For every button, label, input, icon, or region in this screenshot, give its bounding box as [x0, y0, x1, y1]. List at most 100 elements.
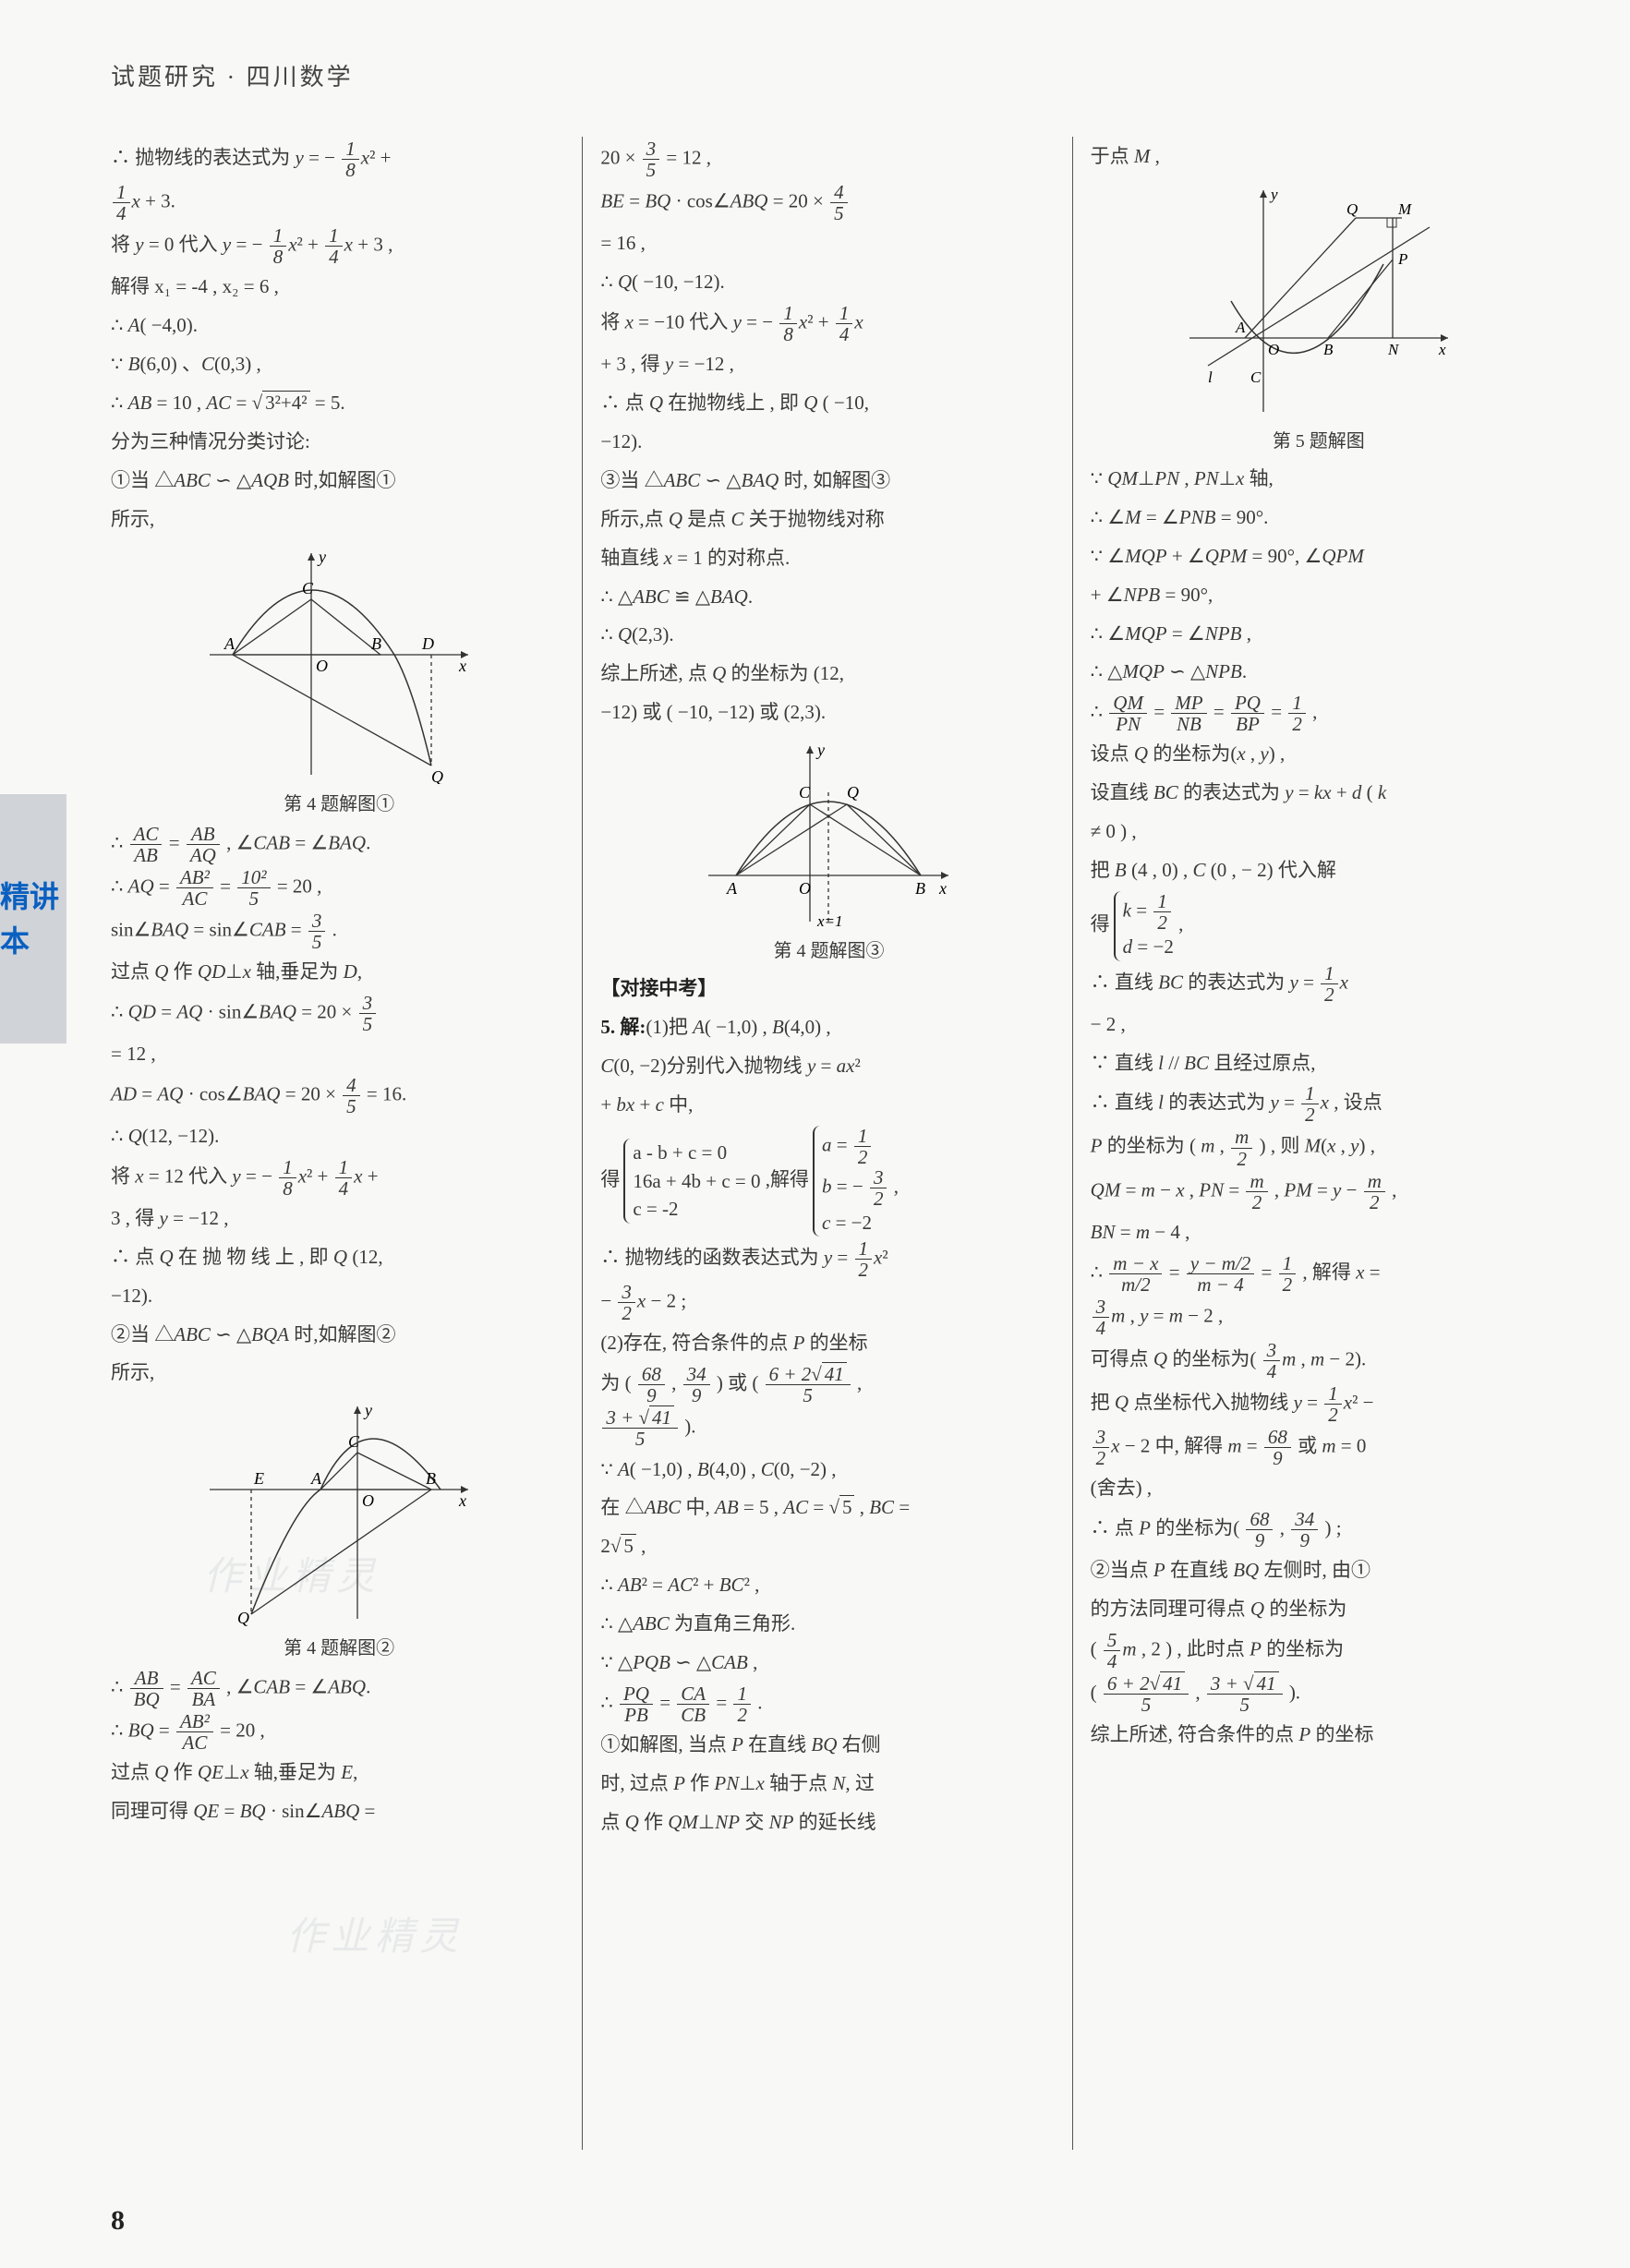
text-line: ∴ △ABC 为直角三角形. [600, 1606, 1056, 1643]
side-tab: 精讲本 [0, 794, 66, 1044]
text-line: ∴ ACAB = ABAQ , ∠CAB = ∠BAQ. [111, 824, 567, 865]
svg-text:A: A [1235, 319, 1246, 336]
text-line: = 12 , [111, 1036, 567, 1073]
text-line: − 2 , [1091, 1007, 1547, 1044]
text-line: 14x + 3. [111, 182, 567, 223]
figure-4-3: A C Q B O x y x=1 [600, 737, 1056, 931]
text-line: sin∠BAQ = sin∠CAB = 35 . [111, 911, 567, 952]
svg-text:C: C [799, 783, 811, 802]
svg-text:y: y [317, 548, 326, 566]
svg-text:B: B [371, 634, 381, 653]
column-separator [1072, 137, 1073, 2150]
text-line: 所示,点 Q 是点 C 关于抛物线对称 [600, 501, 1056, 538]
svg-text:Q: Q [237, 1609, 249, 1627]
text-line: −12). [111, 1278, 567, 1315]
svg-text:N: N [1387, 341, 1400, 358]
text-line: 时, 过点 P 作 PN⊥x 轴于点 N, 过 [600, 1766, 1056, 1803]
svg-text:M: M [1397, 200, 1412, 218]
text-line: BE = BQ · cos∠ABQ = 20 × 45 [600, 182, 1056, 223]
side-tab-label: 精讲本 [0, 875, 66, 963]
text-line: 所示, [111, 1355, 567, 1392]
text-line: 于点 M , [1091, 139, 1547, 175]
text-line: 把 B (4 , 0) , C (0 , − 2) 代入解 [1091, 852, 1547, 889]
text-line: ∴ PQPB = CACB = 12 . [600, 1683, 1056, 1725]
text-line: 得k = 12d = −2 , [1091, 891, 1547, 961]
text-line: 综上所述, 符合条件的点 P 的坐标 [1091, 1717, 1547, 1754]
figure-5: A O B N P Q M C l x y [1091, 181, 1547, 421]
text-line: 分为三种情况分类讨论: [111, 424, 567, 461]
svg-text:Q: Q [1346, 200, 1358, 218]
svg-text:C: C [302, 579, 314, 597]
text-line: ∴ 点 Q 在抛物线上 , 即 Q ( −10, [600, 385, 1056, 422]
text-line: + ∠NPB = 90°, [1091, 577, 1547, 614]
text-line: ∴ A( −4,0). [111, 308, 567, 344]
svg-text:A: A [223, 634, 235, 653]
text-line: ∴ △MQP ∽ △NPB. [1091, 654, 1547, 691]
text-line: 将 y = 0 代入 y = − 18x² + 14x + 3 , [111, 225, 567, 267]
svg-text:O: O [1268, 341, 1279, 358]
page-header: 试题研究 · 四川数学 [111, 55, 1547, 100]
text-line: ∴ 抛物线的函数表达式为 y = 12x² [600, 1238, 1056, 1280]
text-line: ∴ Q(12, −12). [111, 1118, 567, 1155]
text-line: 5. 解:(1)把 A( −1,0) , B(4,0) , [600, 1009, 1056, 1046]
figure-4-2: E A C B O Q x y [111, 1397, 567, 1628]
text-line: = 16 , [600, 225, 1056, 262]
text-line: 的方法同理可得点 Q 的坐标为 [1091, 1591, 1547, 1628]
text-line: 轴直线 x = 1 的对称点. [600, 540, 1056, 577]
text-line: ∴ ∠M = ∠PNB = 90°. [1091, 500, 1547, 537]
svg-text:Q: Q [847, 783, 859, 802]
text-line: 所示, [111, 501, 567, 538]
svg-text:Q: Q [431, 767, 443, 784]
text-line: (舍去) , [1091, 1470, 1547, 1507]
text-line: QM = m − x , PN = m2 , PM = y − m2 , [1091, 1171, 1547, 1212]
text-line: ②当点 P 在直线 BQ 左侧时, 由① [1091, 1552, 1547, 1589]
text-line: ∴ AB² = AC² + BC² , [600, 1567, 1056, 1604]
text-line: 同理可得 QE = BQ · sin∠ABQ = [111, 1793, 567, 1830]
svg-text:O: O [316, 657, 328, 675]
column-2: 20 × 35 = 12 , BE = BQ · cos∠ABQ = 20 × … [600, 137, 1056, 2150]
svg-text:x=1: x=1 [816, 912, 843, 930]
text-line: ∵ 直线 l // BC 且经过原点, [1091, 1045, 1547, 1082]
text-line: (2)存在, 符合条件的点 P 的坐标 [600, 1325, 1056, 1362]
svg-text:x: x [458, 657, 466, 675]
text-line: ∴ ∠MQP = ∠NPB , [1091, 616, 1547, 653]
text-line: − 32x − 2 ; [600, 1282, 1056, 1323]
text-line: ①当 △ABC ∽ △AQB 时,如解图① [111, 463, 567, 500]
svg-text:x: x [1438, 341, 1446, 358]
column-3: 于点 M , A O B N P Q M C l x y 第 5 题解 [1091, 137, 1547, 2150]
text-line: 可得点 Q 的坐标为( 34m , m − 2). [1091, 1340, 1547, 1381]
page-number: 8 [111, 2195, 125, 2247]
text-line: 点 Q 作 QM⊥NP 交 NP 的延长线 [600, 1804, 1056, 1841]
figure-caption: 第 5 题解图 [1091, 424, 1547, 459]
column-1: ∴ 抛物线的表达式为 y = − 18x² + 14x + 3. 将 y = 0… [111, 137, 567, 2150]
svg-text:B: B [915, 879, 925, 898]
text-line: ∴ m − xm/2 = y − m/2m − 4 = 12 , 解得 x = [1091, 1253, 1547, 1295]
text-line: ∴ AQ = AB²AC = 10²5 = 20 , [111, 867, 567, 909]
svg-text:A: A [310, 1469, 322, 1488]
svg-text:O: O [799, 879, 811, 898]
text-line: ∴ 抛物线的表达式为 y = − 18x² + [111, 139, 567, 180]
text-line: 得a - b + c = 016a + 4b + c = 0c = -2 ,解得… [600, 1126, 1056, 1237]
svg-text:D: D [421, 634, 434, 653]
text-line: ∴ 点 P 的坐标为( 689 , 349 ) ; [1091, 1509, 1547, 1550]
text-line: 3 + 415 ). [600, 1407, 1056, 1449]
text-line: ∵ ∠MQP + ∠QPM = 90°, ∠QPM [1091, 538, 1547, 575]
svg-text:C: C [1250, 368, 1262, 386]
text-line: ∴ 点 Q 在 抛 物 线 上 , 即 Q (12, [111, 1239, 567, 1276]
text-line: 把 Q 点坐标代入抛物线 y = 12x² − [1091, 1383, 1547, 1425]
text-line: AD = AQ · cos∠BAQ = 20 × 45 = 16. [111, 1075, 567, 1116]
text-line: ( 54m , 2 ) , 此时点 P 的坐标为 [1091, 1630, 1547, 1671]
figure-caption: 第 4 题解图① [111, 787, 567, 822]
text-line: ∴ QMPN = MPNB = PQBP = 12 , [1091, 693, 1547, 734]
svg-text:l: l [1208, 368, 1213, 386]
text-line: 将 x = 12 代入 y = − 18x² + 14x + [111, 1157, 567, 1199]
text-line: ∵ A( −1,0) , B(4,0) , C(0, −2) , [600, 1452, 1056, 1489]
svg-text:x: x [938, 879, 947, 898]
text-line: ∴ AB = 10 , AC = 3²+4² = 5. [111, 385, 567, 422]
text-line: 过点 Q 作 QD⊥x 轴,垂足为 D, [111, 954, 567, 991]
text-line: ∴ Q( −10, −12). [600, 264, 1056, 301]
text-line: 3 , 得 y = −12 , [111, 1200, 567, 1237]
text-line: 设点 Q 的坐标为(x , y) , [1091, 736, 1547, 773]
text-line: 过点 Q 作 QE⊥x 轴,垂足为 E, [111, 1755, 567, 1791]
svg-text:B: B [426, 1469, 436, 1488]
